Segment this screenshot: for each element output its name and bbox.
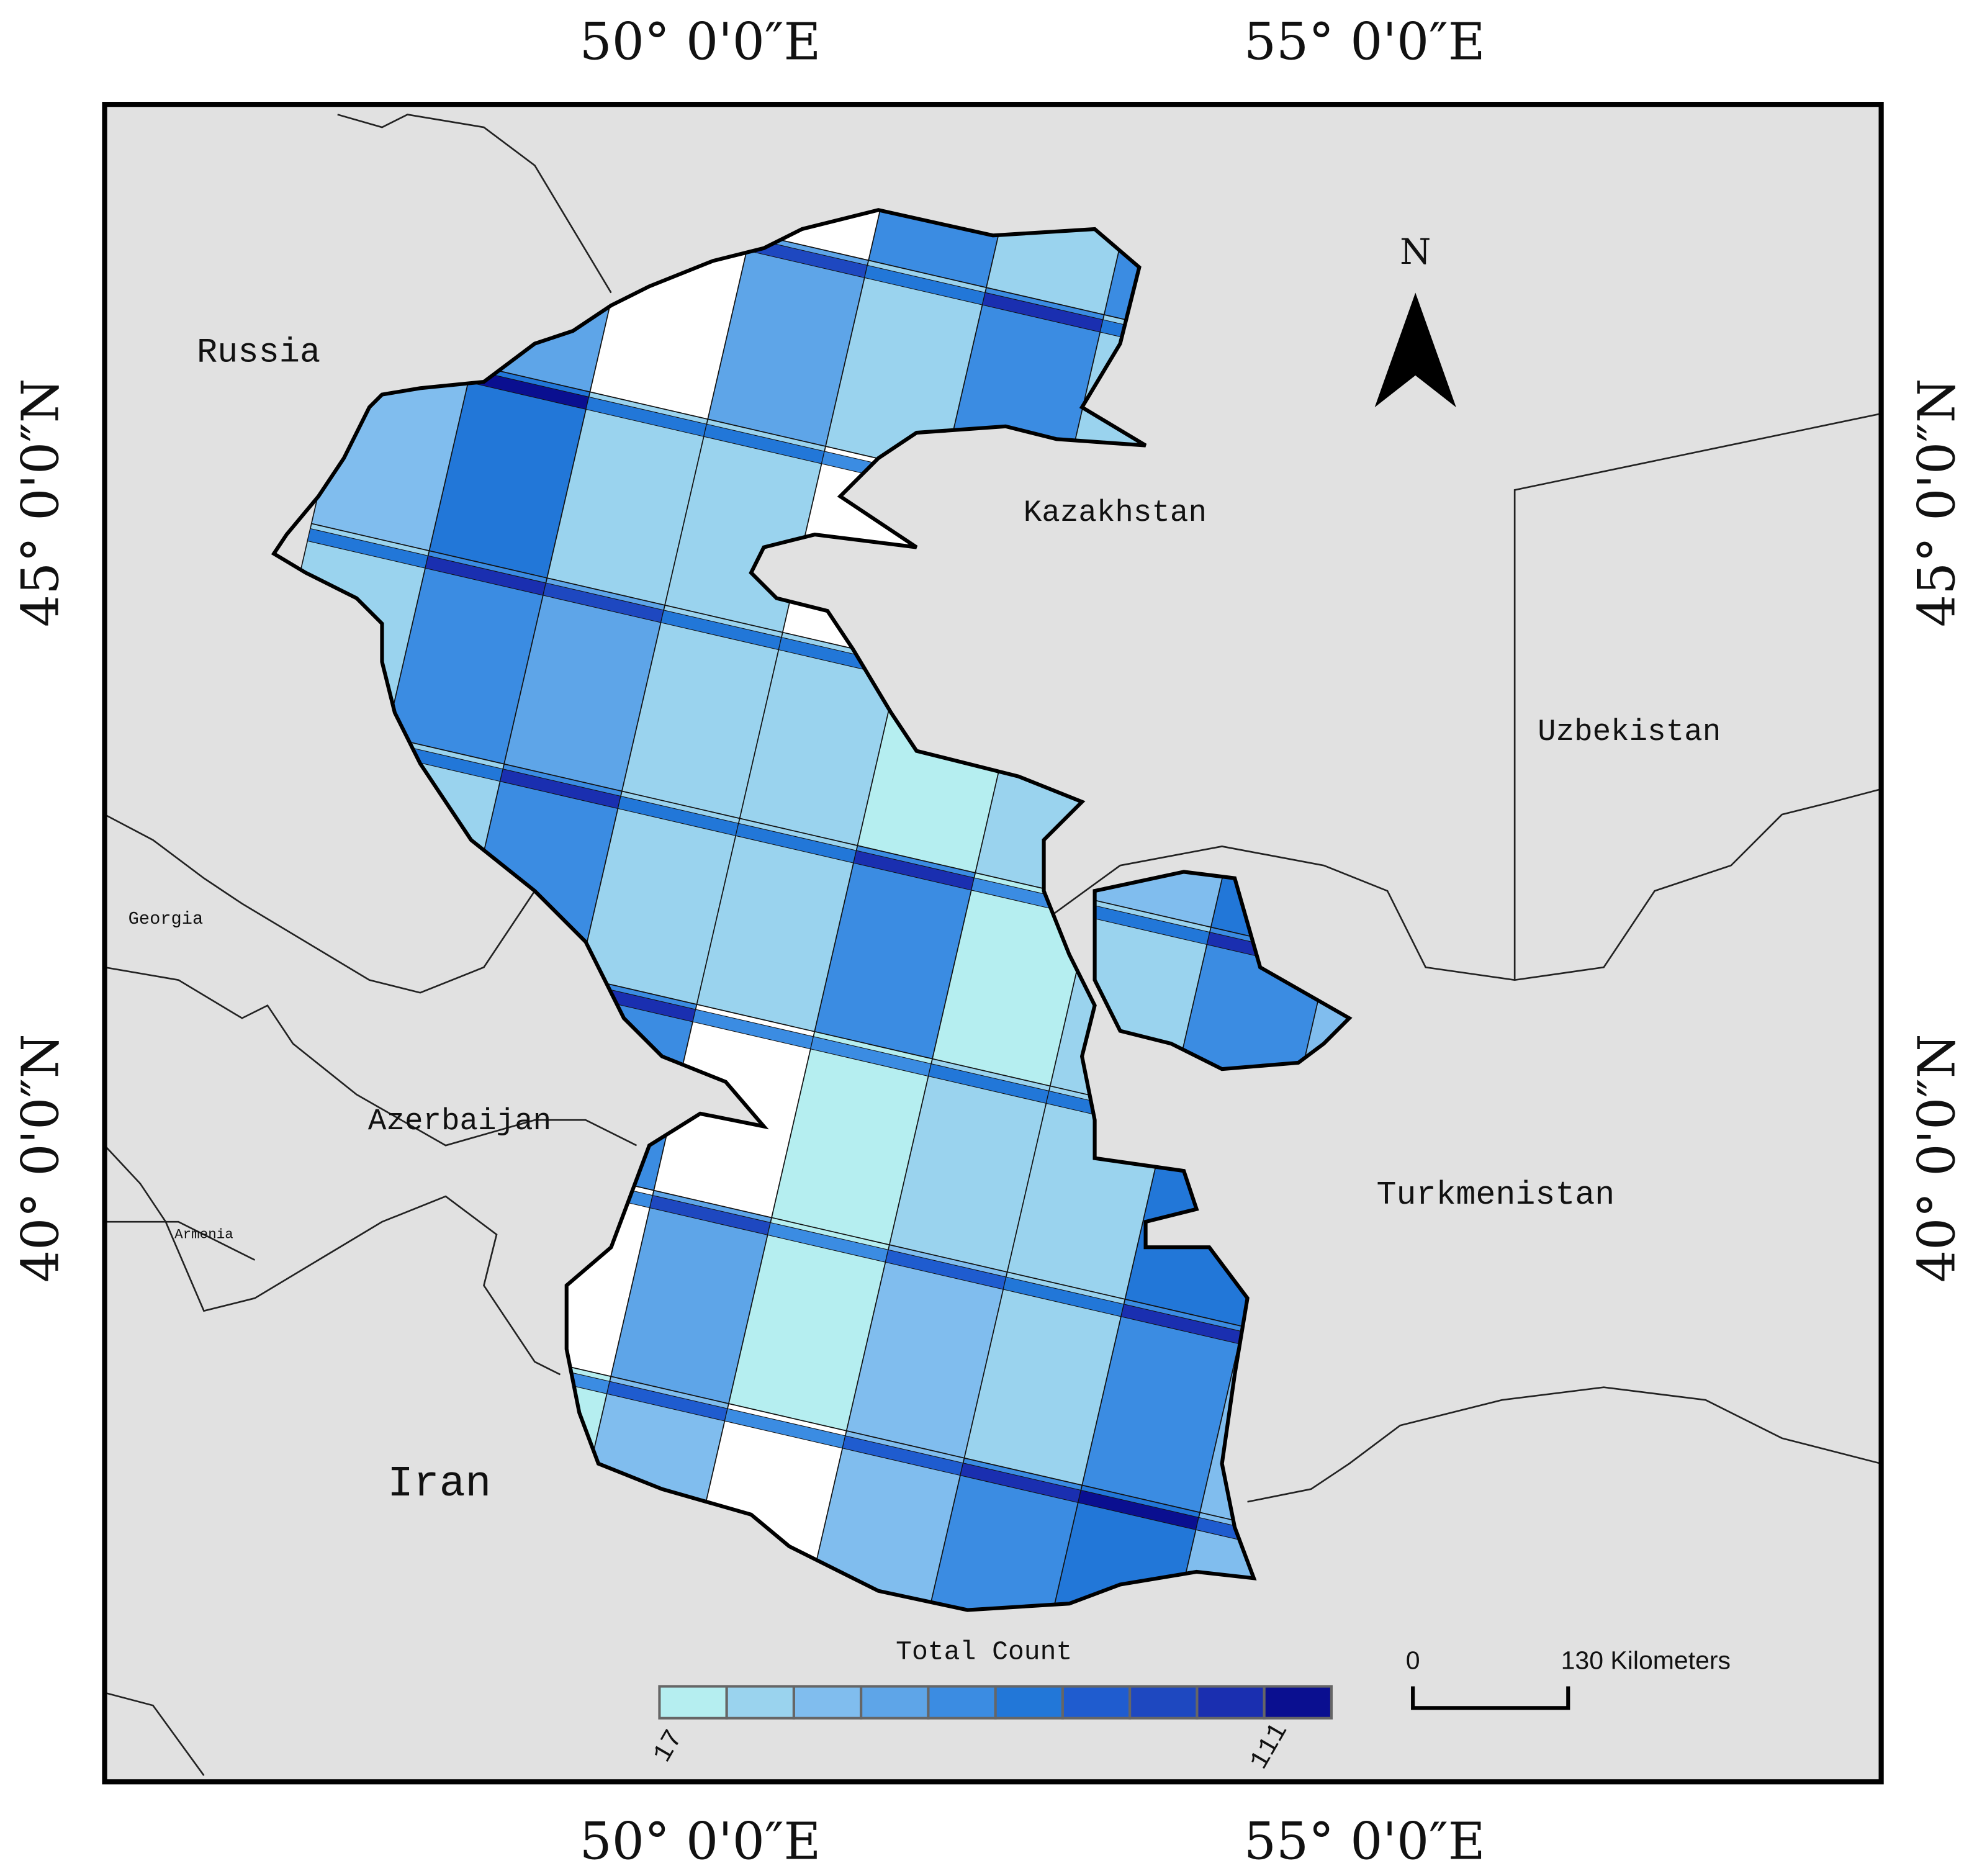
axis-label: 50° 0'0″E xyxy=(580,12,821,71)
country-label: Russia xyxy=(197,333,320,372)
north-label: N xyxy=(1400,231,1431,273)
legend-swatch xyxy=(1196,1685,1266,1720)
scale-start: 0 xyxy=(1406,1646,1420,1674)
scale-bar: 0 130 Kilometers xyxy=(1406,1646,1731,1710)
country-label: Armenia xyxy=(174,1227,233,1243)
country-label: Kazakhstan xyxy=(1024,495,1207,530)
north-arrow xyxy=(1374,292,1456,408)
country-label: Georgia xyxy=(128,909,204,929)
axis-label: 55° 0'0″E xyxy=(1244,1812,1485,1871)
legend-swatch xyxy=(860,1685,930,1720)
legend-swatch xyxy=(658,1685,728,1720)
grid-stripe xyxy=(436,0,557,10)
legend-title: Total Count xyxy=(896,1637,1072,1667)
land-borders xyxy=(104,114,1881,1776)
country-label: Azerbaijan xyxy=(368,1104,551,1139)
scale-end: 130 Kilometers xyxy=(1561,1646,1731,1674)
axis-label: 40° 0'0″N xyxy=(1908,1034,1966,1283)
scale-line xyxy=(1411,1686,1570,1710)
axis-label: 55° 0'0″E xyxy=(1244,12,1485,71)
legend-swatch xyxy=(1061,1685,1132,1720)
axis-label: 45° 0'0″N xyxy=(12,378,71,627)
coastline xyxy=(271,208,1353,1612)
legend-swatch xyxy=(994,1685,1064,1720)
country-label: Iran xyxy=(387,1459,491,1508)
country-label: Uzbekistan xyxy=(1538,715,1721,749)
legend-swatch xyxy=(725,1685,795,1720)
legend-swatch xyxy=(792,1685,863,1720)
frame-border xyxy=(102,102,1884,1785)
axis-label: 50° 0'0″E xyxy=(580,1812,821,1871)
legend-swatch xyxy=(927,1685,997,1720)
legend-swatch xyxy=(1128,1685,1199,1720)
axis-label: 45° 0'0″N xyxy=(1908,378,1966,627)
legend: Total Count 17 111 xyxy=(647,1637,1333,1775)
axis-label: 40° 0'0″N xyxy=(12,1034,71,1283)
country-label: Turkmenistan xyxy=(1376,1177,1615,1214)
legend-swatch xyxy=(1263,1685,1333,1720)
